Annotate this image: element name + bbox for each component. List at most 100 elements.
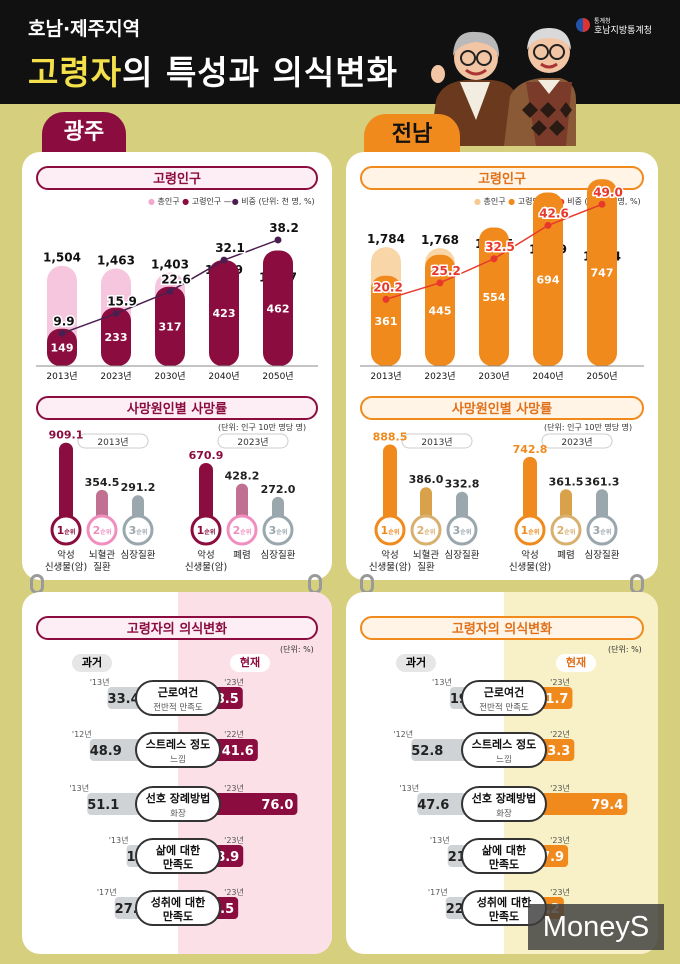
item-label-main: 스트레스 정도: [472, 737, 537, 751]
death-rate-bar: [523, 456, 537, 530]
legend-ratio: 비중: [567, 197, 582, 206]
jeonnam-death-chart: 2013년888.51순위악성신생물(암)386.02순위뇌혈관질환332.83…: [369, 430, 620, 573]
org-small-label: 통계청: [594, 18, 611, 25]
ratio-point: [166, 287, 174, 295]
total-pop-value: 1,504: [43, 251, 81, 265]
death-rate-value: 742.8: [513, 443, 548, 456]
elderly-pop-value: 462: [267, 302, 290, 315]
legend-elderly-pop: 고령인구: [191, 197, 222, 206]
elderly-pop-value: 233: [105, 331, 128, 344]
gwangju-attitude-title: 고령자의 의식변화: [36, 616, 318, 640]
ratio-point: [58, 329, 66, 337]
item-label-sub: 만족도: [163, 909, 193, 923]
page-title: 고령자의 특성과 의식변화: [28, 46, 398, 94]
present-year-label: '22년: [550, 729, 570, 739]
rank-badge-ring: [446, 514, 478, 546]
present-label: 현재: [556, 654, 596, 672]
item-label-main: 근로여건: [484, 685, 524, 699]
ratio-value: 42.6: [539, 206, 569, 220]
year-tick-label: 2023년: [100, 371, 131, 382]
cause-label: 신생물(암): [509, 561, 551, 573]
rank-badge-ring: [122, 514, 154, 546]
region-tab-jeonnam: 전남: [364, 114, 460, 156]
cause-label: 심장질환: [445, 549, 480, 561]
year-tick-label: 2030년: [478, 371, 509, 382]
item-label-sub: 전반적 만족도: [479, 702, 529, 713]
cause-label: 질환: [93, 561, 111, 573]
present-year-label: '23년: [224, 835, 244, 845]
past-year-label: '13년: [109, 835, 129, 845]
item-label-main: 삶에 대한: [156, 843, 200, 857]
elderly-pop-value: 423: [213, 307, 236, 320]
legend-total-pop-icon: ●: [474, 197, 481, 206]
elderly-pop-value: 445: [429, 304, 452, 317]
past-year-label: '17년: [97, 887, 117, 897]
binder-ring-left-2: [308, 574, 322, 594]
present-value: 79.4: [591, 798, 623, 813]
death-rate-value: 291.2: [121, 481, 156, 494]
elderly-pop-bar: [533, 192, 563, 366]
ratio-point: [274, 236, 282, 244]
past-value: 51.1: [87, 798, 119, 813]
ratio-value: 15.9: [107, 295, 137, 309]
ratio-value: 20.2: [373, 280, 403, 294]
death-year-label: 2013년: [97, 437, 128, 448]
year-tick-label: 2013년: [370, 371, 401, 382]
elderly-pop-bar: [263, 250, 293, 366]
ratio-point: [598, 200, 606, 208]
cause-label: 신생물(암): [45, 561, 87, 573]
past-value: 52.8: [411, 744, 443, 759]
death-rate-value: 354.5: [85, 476, 120, 489]
legend-total-pop-icon: ●: [148, 197, 155, 206]
rank-suffix: 순위: [564, 528, 575, 536]
elderly-pop-value: 317: [159, 320, 182, 333]
item-label-sub: 만족도: [489, 857, 519, 871]
year-tick-label: 2050년: [586, 371, 617, 382]
year-badge: [77, 433, 149, 449]
elderly-pop-bar: [371, 275, 401, 366]
binder-ring-left-1: [30, 574, 44, 594]
present-year-label: '23년: [224, 887, 244, 897]
death-rate-value: 386.0: [409, 473, 444, 486]
binder-ring-right-2: [630, 574, 644, 594]
present-year-label: '23년: [550, 835, 570, 845]
item-label-main: 성취에 대한: [151, 895, 205, 909]
item-label-pill: [135, 732, 221, 768]
present-value-bar: [210, 739, 258, 761]
gwangju-population-legend: ● 총인구 ● 고령인구 —● 비중 (단위: 천 명, %): [148, 196, 315, 207]
ratio-point: [112, 310, 120, 318]
elderly-pop-value: 361: [375, 315, 398, 328]
present-year-label: '23년: [550, 887, 570, 897]
gwangju-population-chart: 1,504 149 2013년 1,463 233 2023년 1,403 317 2030년 1…: [36, 219, 318, 382]
ratio-value: 49.0: [593, 185, 623, 199]
jeonnam-population-chart: 1,7843612013년1,7684452023년1,7075542030년1…: [360, 179, 644, 382]
past-value-bar: [411, 739, 472, 761]
past-label: 과거: [72, 654, 112, 672]
gwangju-stats-panel: 고령인구 ● 총인구 ● 고령인구 —● 비중 (단위: 천 명, %) 1,5…: [22, 152, 332, 580]
cause-label: 악성: [197, 549, 214, 561]
ratio-point: [544, 221, 552, 229]
past-value-bar: [89, 739, 146, 761]
item-label-pill: [135, 838, 221, 874]
item-label-main: 성취에 대한: [477, 895, 531, 909]
cause-label: 폐렴: [233, 549, 250, 561]
year-tick-label: 2040년: [208, 371, 239, 382]
rank-suffix: 순위: [100, 528, 111, 536]
legend-unit: (단위: 천 명, %): [258, 197, 315, 206]
legend-total-pop: 총인구: [483, 197, 506, 206]
year-tick-label: 2013년: [46, 371, 77, 382]
item-label-main: 선호 장례방법: [472, 791, 537, 805]
ratio-value: 32.1: [215, 241, 245, 255]
item-label-sub: 느낌: [496, 754, 512, 765]
rank-suffix: 순위: [204, 528, 215, 536]
rank-badge-ring: [50, 514, 82, 546]
past-year-label: '13년: [430, 835, 450, 845]
death-year-label: 2023년: [561, 437, 592, 448]
death-rate-value: 670.9: [189, 449, 224, 462]
year-badge: [541, 433, 613, 449]
gwangju-death-title: 사망원인별 사망률: [36, 396, 318, 420]
cause-label: 뇌혈관: [89, 549, 115, 561]
item-label-main: 삶에 대한: [482, 843, 526, 857]
item-label-main: 근로여건: [158, 685, 198, 699]
